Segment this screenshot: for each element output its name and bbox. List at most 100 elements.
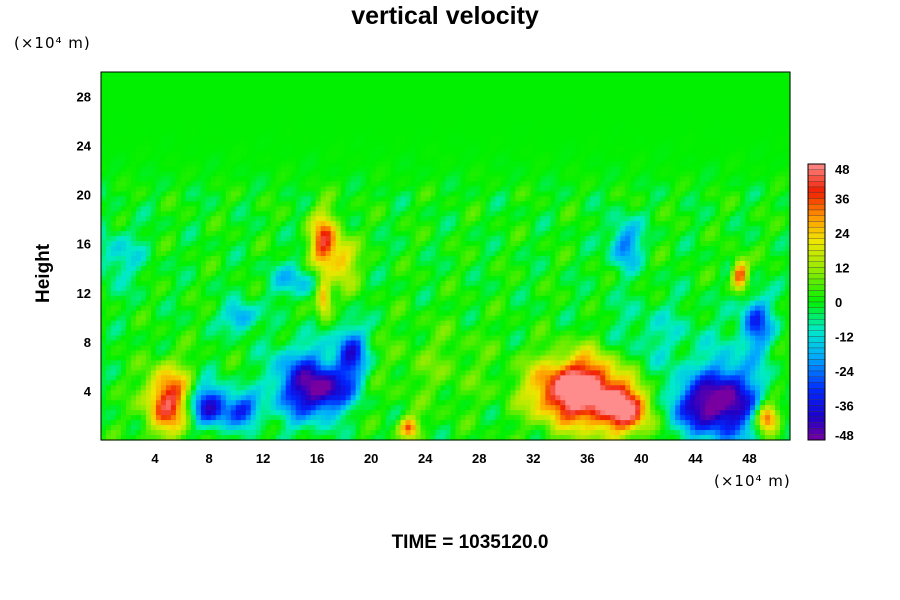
contour-cell [215,91,222,98]
contour-cell [470,181,477,187]
contour-cell [285,161,292,168]
contour-cell [185,126,192,133]
contour-cell [650,116,656,123]
contour-cell [530,236,536,242]
contour-cell [450,231,457,237]
contour-cell [495,176,502,182]
contour-cell [430,72,437,78]
contour-cell [160,86,167,93]
contour-cell [430,86,437,93]
contour-cell [101,176,107,182]
contour-cell [205,126,212,133]
contour-cell [195,106,202,113]
contour-cell [355,116,362,123]
contour-cell [645,161,651,168]
contour-cell [595,241,601,247]
contour-cell [290,116,297,123]
contour-cell [665,96,671,103]
contour-cell [755,106,761,113]
contour-cell [705,136,711,143]
contour-cell [560,91,566,98]
contour-cell [625,146,631,153]
contour-cell [750,226,756,232]
contour-cell [655,136,661,143]
contour-cell [260,72,267,78]
contour-cell [550,156,556,163]
contour-cell [625,186,631,192]
contour-cell [505,201,511,207]
contour-cell [415,81,422,88]
contour-cell [415,121,422,128]
contour-cell [175,201,182,207]
contour-cell [650,221,656,227]
contour-cell [505,141,511,148]
contour-cell [745,216,751,222]
contour-cell [480,201,487,207]
contour-cell [565,116,571,123]
contour-cell [145,111,152,118]
contour-cell [255,166,262,173]
contour-cell [255,111,262,118]
contour-cell [430,101,437,108]
contour-cell [720,206,726,212]
contour-cell [245,76,252,83]
contour-cell [380,141,387,148]
contour-cell [450,156,457,163]
contour-cell [305,131,312,138]
contour-cell [500,81,507,88]
contour-cell [215,131,222,138]
contour-cell [290,161,297,168]
contour-cell [325,206,332,212]
contour-cell [535,91,541,98]
contour-cell [685,216,691,222]
contour-cell [380,226,387,232]
contour-cell [645,231,651,237]
contour-cell [610,86,616,93]
contour-cell [395,121,402,128]
contour-cell [680,141,686,148]
contour-cell [680,131,686,138]
contour-cell [295,86,302,93]
contour-cell [340,166,347,173]
contour-cell [295,206,302,212]
contour-cell [215,231,222,237]
contour-cell [310,166,317,173]
contour-cell [735,72,741,78]
contour-cell [195,126,202,133]
contour-cell [165,186,172,192]
contour-cell [240,211,247,217]
contour-cell [130,131,137,138]
contour-cell [260,121,267,128]
contour-cell [515,126,521,133]
contour-cell [440,241,447,247]
contour-cell [710,141,716,148]
contour-cell [250,181,257,187]
contour-cell [720,146,726,153]
contour-cell [730,86,736,93]
contour-cell [425,126,432,133]
contour-cell [760,76,766,83]
contour-cell [540,226,546,232]
contour-cell [610,151,616,158]
contour-cell [445,72,452,78]
contour-cell [605,191,611,197]
contour-cell [355,166,362,173]
contour-cell [570,101,576,108]
contour-cell [425,151,432,158]
contour-cell [475,96,482,103]
contour-cell [210,201,217,207]
contour-cell [200,96,207,103]
contour-cell [360,76,367,83]
contour-cell [615,146,621,153]
contour-cell [515,131,521,138]
contour-cell [730,171,736,178]
contour-cell [355,186,362,192]
contour-cell [230,136,237,143]
contour-cell [410,72,417,78]
contour-cell [690,186,696,192]
contour-cell [750,231,756,237]
contour-cell [265,81,272,88]
contour-cell [525,231,531,237]
contour-cell [495,166,502,173]
contour-cell [230,91,237,98]
